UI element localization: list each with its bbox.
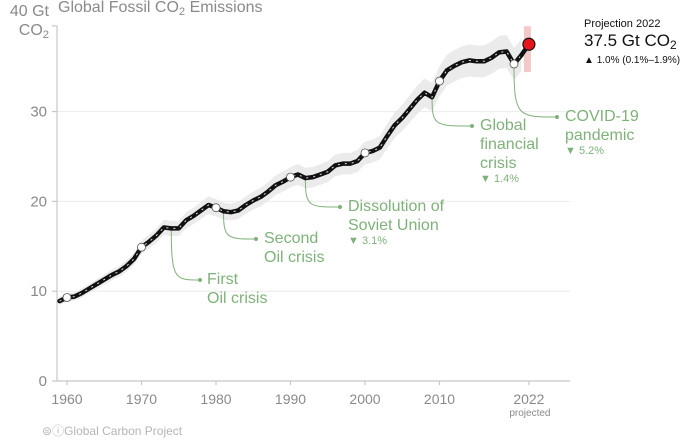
down-triangle-icon: ▼ — [480, 173, 491, 185]
annotation-change-text: 5.2% — [578, 145, 605, 157]
uncertainty-band-area — [59, 34, 522, 306]
projection-change-text: 1.0% (0.1%–1.9%) — [596, 54, 681, 66]
chart-title-text: Global Fossil CO — [58, 0, 179, 16]
annotation-change-text: 1.4% — [493, 173, 520, 185]
leader-dot-second-oil-crisis — [254, 237, 258, 241]
data-point-2000 — [360, 148, 370, 158]
annotation-line: Global — [480, 117, 527, 134]
annotation-first-oil-crisis: First Oil crisis — [207, 270, 267, 308]
annotation-line: Oil crisis — [264, 249, 325, 266]
data-point-1960 — [62, 293, 72, 302]
leader-dot-dissolution-soviet-union — [338, 205, 342, 209]
data-point-1980 — [211, 203, 221, 213]
leader-dot-first-oil-crisis — [198, 278, 202, 282]
annotation-global-financial-crisis: Global financial crisis ▼ 1.4% — [480, 116, 539, 186]
x-tick-sublabel: projected — [509, 408, 550, 419]
x-tick-label: 1990 — [275, 391, 306, 407]
emissions-line-dash — [59, 50, 522, 302]
y-tick-label: 20 — [30, 193, 47, 210]
leader-dot-covid-19-pandemic — [555, 115, 559, 119]
projection-label: Projection 2022 — [584, 18, 661, 30]
annotation-second-oil-crisis: Second Oil crisis — [264, 229, 324, 267]
projection-value-text: 37.5 Gt CO — [584, 31, 670, 50]
by-icon: ⓘ — [52, 424, 65, 438]
projection-callout: Projection 2022 37.5 Gt CO2 ▲ 1.0% (0.1%… — [584, 18, 680, 67]
y-tick-label: 0 — [39, 373, 47, 390]
annotation-line: Soviet Union — [348, 217, 439, 234]
projection-marker-2022 — [522, 37, 536, 51]
y-axis-label-line1: 40 Gt — [9, 3, 49, 20]
projection-value: 37.5 Gt CO2 — [584, 31, 680, 55]
y-axis-label-subscript: 2 — [42, 28, 49, 41]
y-axis-label: 40 Gt CO2 — [10, 2, 49, 45]
leader-line-second-oil-crisis — [222, 211, 257, 240]
x-tick-label: 2022 — [513, 391, 544, 407]
data-markers — [62, 37, 536, 302]
data-point-1990 — [286, 172, 295, 182]
chart-title-tail: Emissions — [185, 0, 263, 16]
annotation-line: financial — [480, 136, 539, 153]
gridlines — [57, 111, 570, 292]
credit-text: Global Carbon Project — [64, 424, 183, 438]
chart-title-subscript: 2 — [178, 5, 186, 18]
annotation-line: Dissolution of — [348, 198, 445, 215]
annotation-change: ▼ 1.4% — [480, 173, 539, 186]
y-tick-label: 10 — [30, 283, 47, 300]
x-tick-label: 2000 — [349, 391, 380, 407]
x-tick-label: 1970 — [126, 391, 157, 407]
data-point-2020 — [509, 59, 519, 69]
annotation-line: pandemic — [565, 127, 635, 144]
annotation-covid-19-pandemic: COVID-19 pandemic ▼ 5.2% — [565, 107, 639, 158]
data-point-1970 — [137, 242, 146, 252]
down-triangle-icon: ▼ — [348, 235, 359, 247]
x-tick-label: 1960 — [51, 391, 82, 407]
annotation-change: ▼ 3.1% — [348, 235, 444, 248]
down-triangle-icon: ▼ — [565, 145, 576, 157]
chart-title: Global Fossil CO2 Emissions — [58, 0, 263, 18]
annotation-line: Oil crisis — [207, 290, 268, 307]
leader-line-dissolution-soviet-union — [304, 180, 341, 208]
annotation-line: First — [207, 271, 239, 288]
annotation-change: ▼ 5.2% — [565, 145, 639, 158]
y-tick-label: 30 — [30, 104, 47, 121]
data-point-2010 — [435, 76, 444, 86]
annotation-line: crisis — [480, 155, 517, 172]
y-axis-label-unit: CO — [18, 22, 43, 39]
annotation-line: Second — [264, 230, 319, 247]
leader-line-covid-19-pandemic — [513, 66, 558, 118]
y-axis-label-line2: CO2 — [10, 21, 49, 45]
axes — [52, 25, 570, 385]
x-tick-label: 2010 — [424, 391, 455, 407]
leader-dot-global-financial-crisis — [470, 124, 474, 128]
credit: ⊜ⓘGlobal Carbon Project — [42, 422, 182, 439]
cc-icon: ⊜ — [42, 424, 53, 438]
leader-line-first-oil-crisis — [170, 230, 201, 281]
tick-labels: 0 10 20 30 1960 1970 1980 1990 2000 2010 2022proje… — [30, 104, 550, 419]
up-triangle-icon: ▲ — [584, 54, 594, 66]
projection-value-subscript: 2 — [669, 37, 677, 52]
annotation-leaders — [170, 66, 559, 282]
annotation-dissolution-soviet-union: Dissolution of Soviet Union ▼ 3.1% — [348, 197, 444, 248]
annotation-line: COVID-19 — [565, 108, 639, 125]
leader-line-global-financial-crisis — [431, 99, 473, 127]
projection-change: ▲ 1.0% (0.1%–1.9%) — [584, 55, 680, 67]
annotation-change-text: 3.1% — [361, 235, 388, 247]
x-tick-label: 1980 — [200, 391, 231, 407]
